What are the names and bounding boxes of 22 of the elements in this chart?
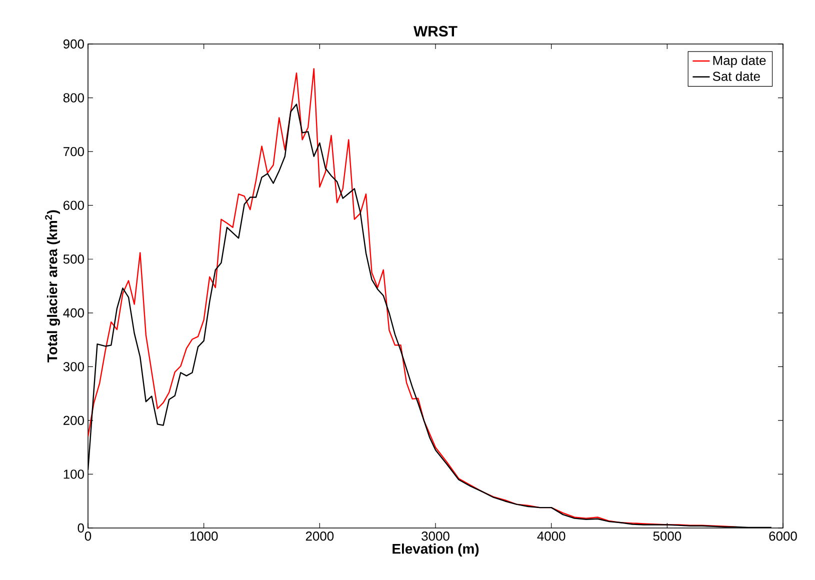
y-tick-label: 800 [63,93,84,102]
x-tick-label: 3000 [422,532,450,541]
x-tick-label: 4000 [537,532,566,541]
x-tick-label: 0 [84,532,92,541]
y-tick-label: 300 [63,362,84,372]
y-tick-label: 500 [63,254,84,264]
y-tick-label: 400 [63,308,84,318]
y-tick-label: 200 [64,416,84,426]
y-tick-label: 900 [63,39,84,49]
x-tick-label: 1000 [190,532,218,541]
x-axis-title: Elevation (m) [392,544,479,557]
chart-title: WRST [414,26,458,37]
y-tick-label: 700 [64,146,84,156]
x-tick-label: 5000 [653,532,682,541]
x-tick-label: 6000 [769,532,797,541]
y-tick-label: 600 [64,200,84,210]
y-axis-title: Total glacier area (km$^{2}$) [45,210,60,362]
legend-label: Sat date [712,71,760,81]
legend-label: Map date [713,56,766,68]
y-tick-label: 100 [64,470,84,479]
x-tick-label: 2000 [306,532,334,541]
y-tick-label: 0 [78,523,84,533]
